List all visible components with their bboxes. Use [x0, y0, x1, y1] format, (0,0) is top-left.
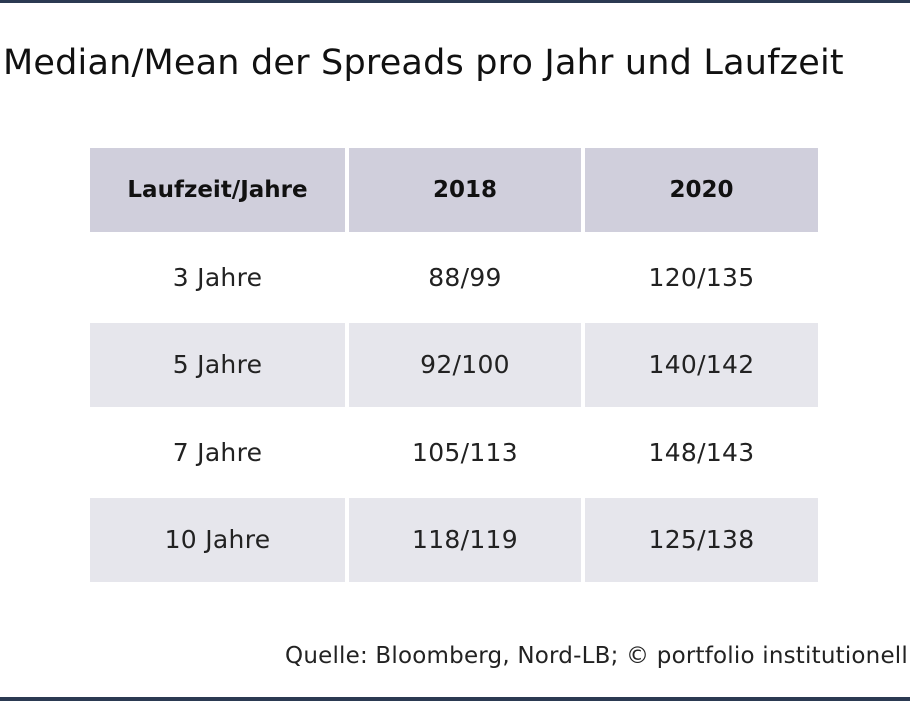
page-title: Median/Mean der Spreads pro Jahr und Lau…	[3, 43, 844, 83]
cell-2018: 118/119	[349, 498, 581, 582]
table-row: 3 Jahre 88/99 120/135	[90, 236, 818, 320]
table-header-row: Laufzeit/Jahre 2018 2020	[90, 148, 818, 232]
cell-2020: 120/135	[648, 262, 755, 292]
table-row: 5 Jahre 92/100 140/142	[90, 323, 818, 407]
cell-laufzeit: 10 Jahre	[90, 498, 345, 582]
column-header-laufzeit: Laufzeit/Jahre	[90, 148, 345, 232]
cell-2020: 140/142	[585, 323, 818, 407]
column-header-2018: 2018	[349, 148, 581, 232]
cell-2020: 148/143	[648, 437, 755, 467]
cell-2018: 105/113	[412, 437, 518, 467]
cell-2018: 92/100	[349, 323, 581, 407]
cell-2020: 125/138	[585, 498, 818, 582]
cell-laufzeit: 7 Jahre	[172, 437, 263, 467]
table-row: 7 Jahre 105/113 148/143	[90, 411, 818, 495]
column-header-2020: 2020	[585, 148, 818, 232]
cell-laufzeit: 3 Jahre	[172, 262, 263, 292]
spreads-table: Laufzeit/Jahre 2018 2020 3 Jahre 88/99 1…	[86, 144, 822, 586]
top-rule	[0, 0, 910, 3]
cell-laufzeit: 5 Jahre	[90, 323, 345, 407]
bottom-rule	[0, 697, 910, 701]
table-row: 10 Jahre 118/119 125/138	[90, 498, 818, 582]
source-note: Quelle: Bloomberg, Nord-LB; © portfolio …	[285, 643, 908, 669]
cell-2018: 88/99	[428, 262, 502, 292]
